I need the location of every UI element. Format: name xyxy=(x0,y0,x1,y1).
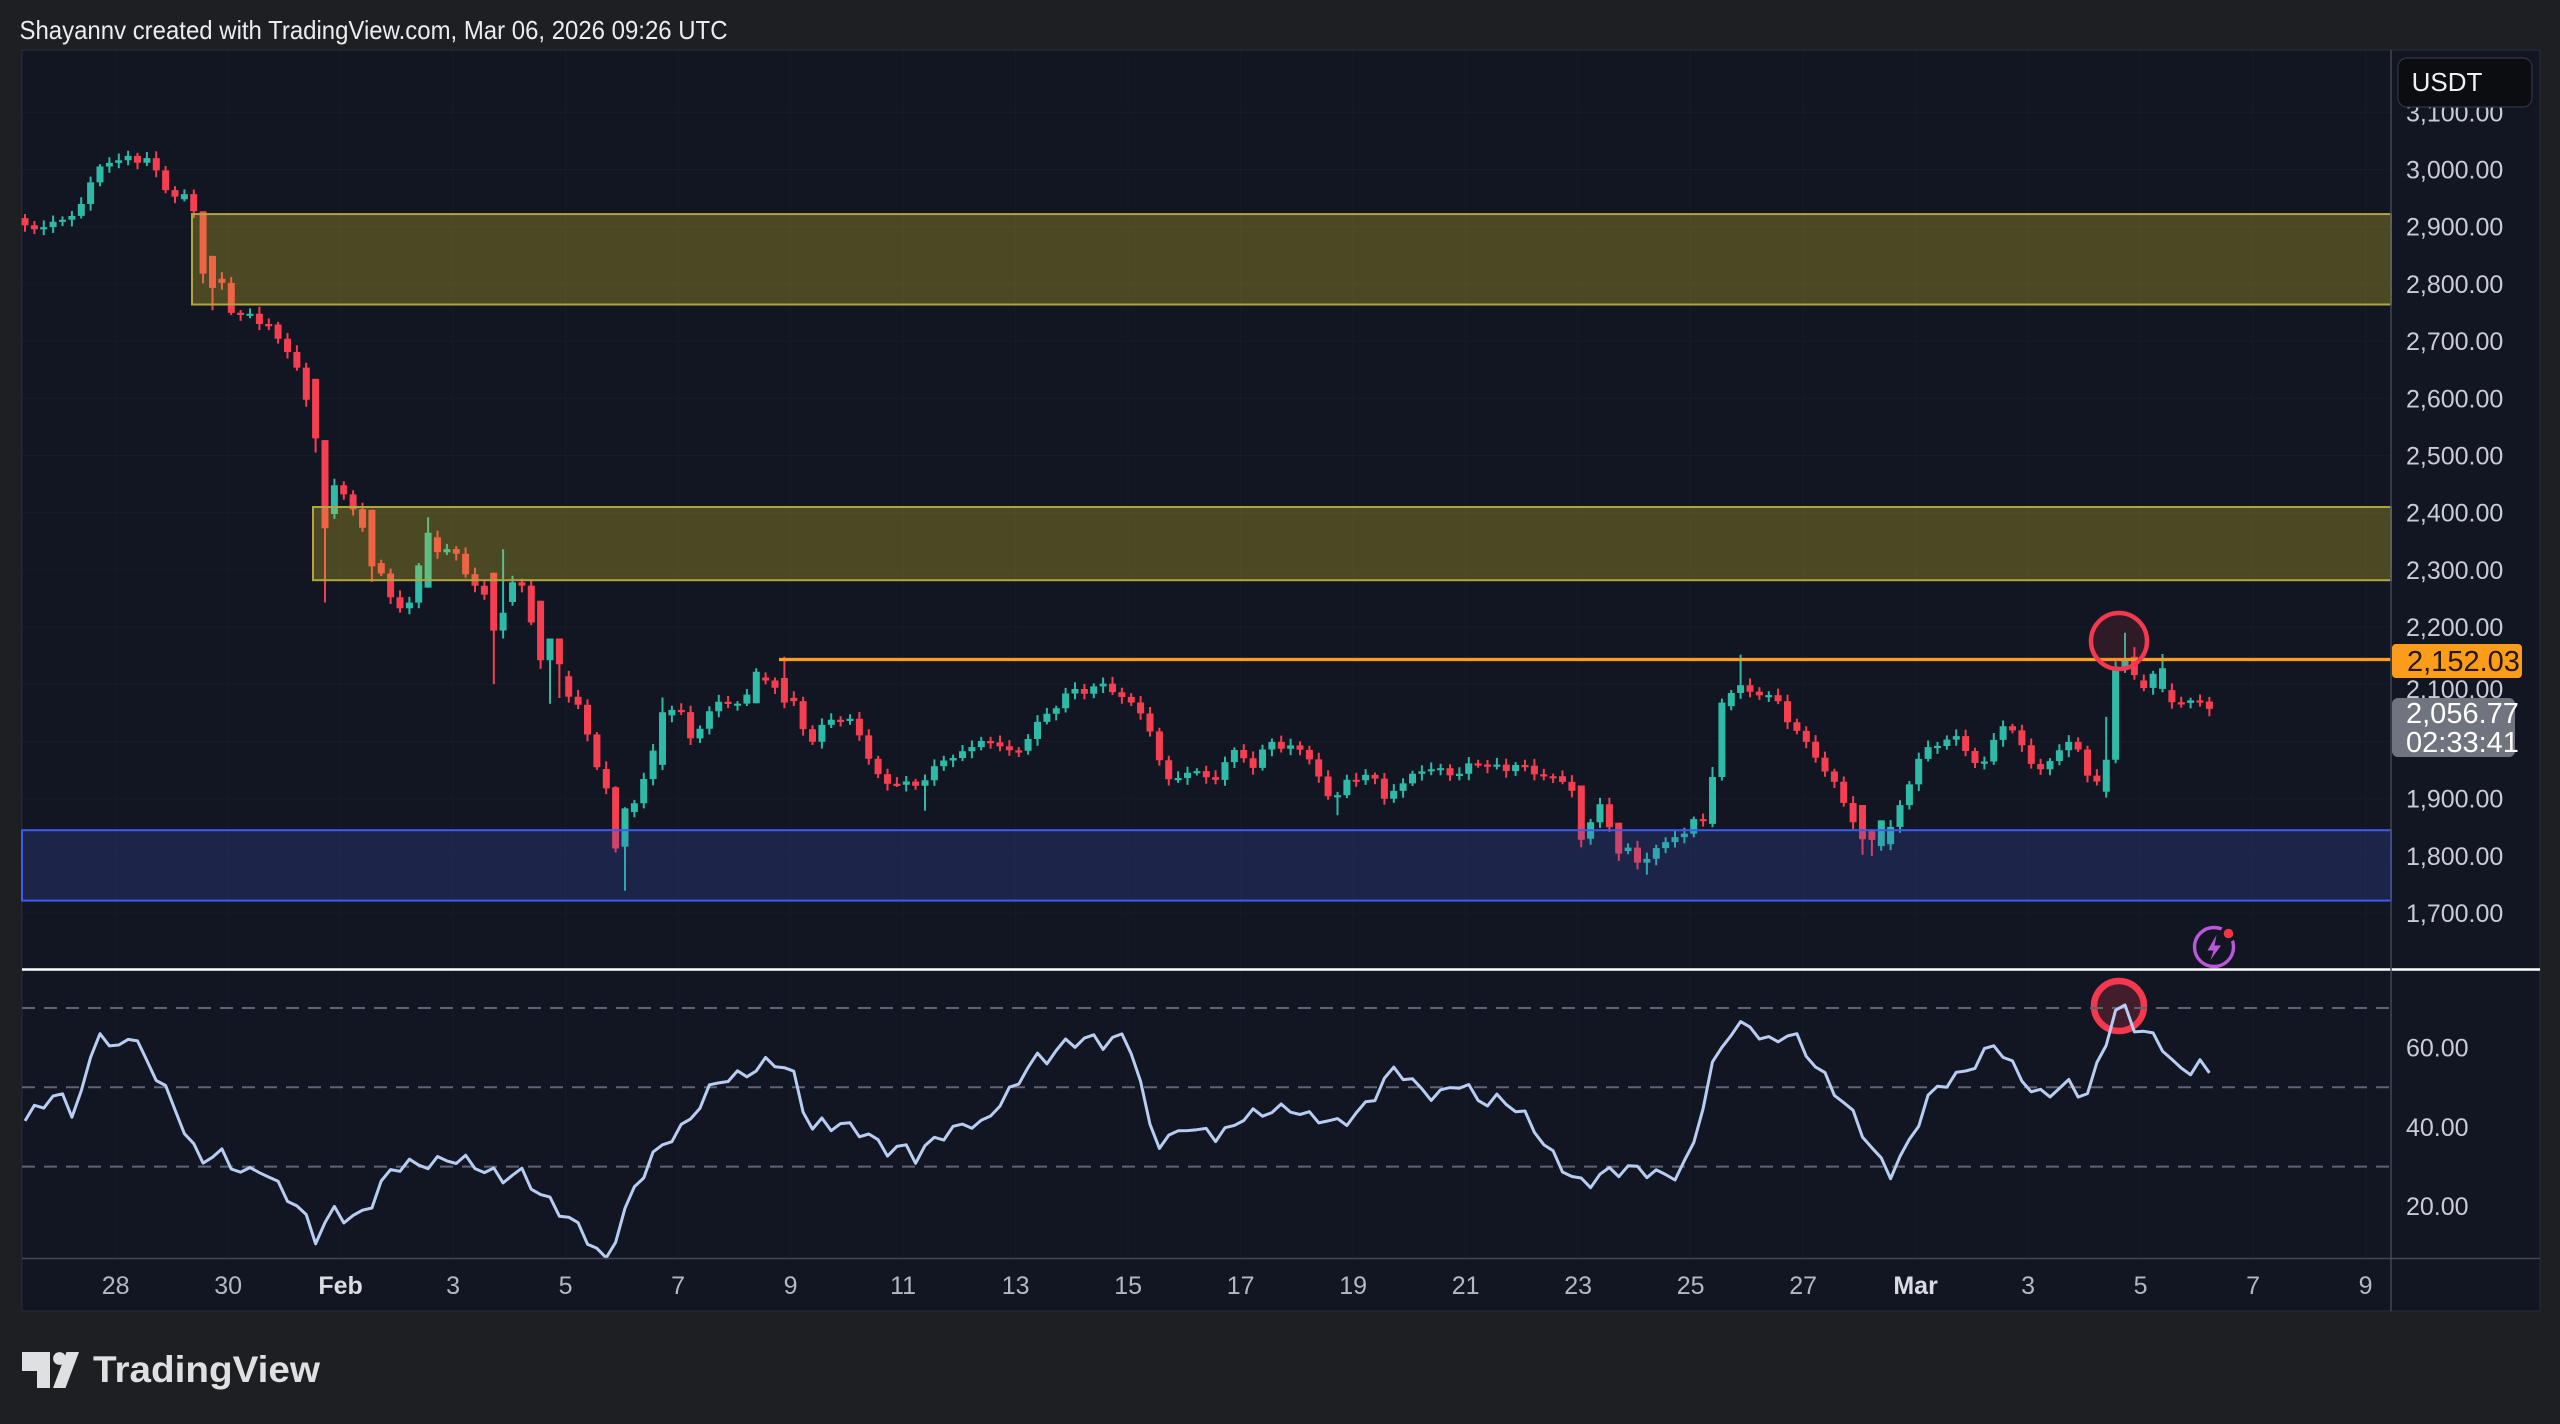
svg-text:60.00: 60.00 xyxy=(2406,1035,2469,1063)
svg-text:1,800.00: 1,800.00 xyxy=(2406,843,2503,871)
svg-text:5: 5 xyxy=(2134,1272,2148,1300)
svg-text:23: 23 xyxy=(1564,1272,1592,1300)
svg-text:20.00: 20.00 xyxy=(2406,1193,2469,1221)
svg-text:1,700.00: 1,700.00 xyxy=(2406,900,2503,928)
svg-text:1,900.00: 1,900.00 xyxy=(2406,786,2503,814)
svg-text:9: 9 xyxy=(2359,1272,2373,1300)
svg-text:40.00: 40.00 xyxy=(2406,1114,2469,1142)
svg-text:19: 19 xyxy=(1339,1272,1367,1300)
svg-text:2,900.00: 2,900.00 xyxy=(2406,214,2503,242)
svg-text:2,200.00: 2,200.00 xyxy=(2406,614,2503,642)
svg-text:2,800.00: 2,800.00 xyxy=(2406,271,2503,299)
svg-text:USDT: USDT xyxy=(2412,67,2483,97)
svg-text:28: 28 xyxy=(102,1272,130,1300)
svg-text:15: 15 xyxy=(1114,1272,1142,1300)
svg-text:5: 5 xyxy=(559,1272,573,1300)
svg-text:13: 13 xyxy=(1002,1272,1030,1300)
svg-text:TradingView: TradingView xyxy=(93,1349,320,1390)
svg-text:21: 21 xyxy=(1452,1272,1480,1300)
svg-text:11: 11 xyxy=(890,1272,916,1300)
svg-text:27: 27 xyxy=(1789,1272,1817,1300)
svg-text:2,700.00: 2,700.00 xyxy=(2406,328,2503,356)
svg-text:7: 7 xyxy=(2246,1272,2260,1300)
svg-text:25: 25 xyxy=(1677,1272,1705,1300)
svg-text:2,152.03: 2,152.03 xyxy=(2407,646,2520,678)
svg-text:2,056.77: 2,056.77 xyxy=(2406,698,2519,730)
svg-text:2,400.00: 2,400.00 xyxy=(2406,500,2503,528)
svg-text:3,000.00: 3,000.00 xyxy=(2406,157,2503,185)
svg-text:7: 7 xyxy=(671,1272,685,1300)
svg-text:3: 3 xyxy=(446,1272,460,1300)
svg-text:Shayannv created with TradingV: Shayannv created with TradingView.com, M… xyxy=(20,15,728,45)
svg-text:17: 17 xyxy=(1227,1272,1255,1300)
svg-text:02:33:41: 02:33:41 xyxy=(2406,727,2519,759)
svg-text:2,300.00: 2,300.00 xyxy=(2406,557,2503,585)
svg-text:Feb: Feb xyxy=(318,1272,362,1300)
svg-text:2,600.00: 2,600.00 xyxy=(2406,385,2503,413)
svg-text:30: 30 xyxy=(214,1272,242,1300)
svg-text:9: 9 xyxy=(784,1272,798,1300)
svg-text:3: 3 xyxy=(2021,1272,2035,1300)
svg-text:2,500.00: 2,500.00 xyxy=(2406,443,2503,471)
svg-text:Mar: Mar xyxy=(1893,1272,1938,1300)
